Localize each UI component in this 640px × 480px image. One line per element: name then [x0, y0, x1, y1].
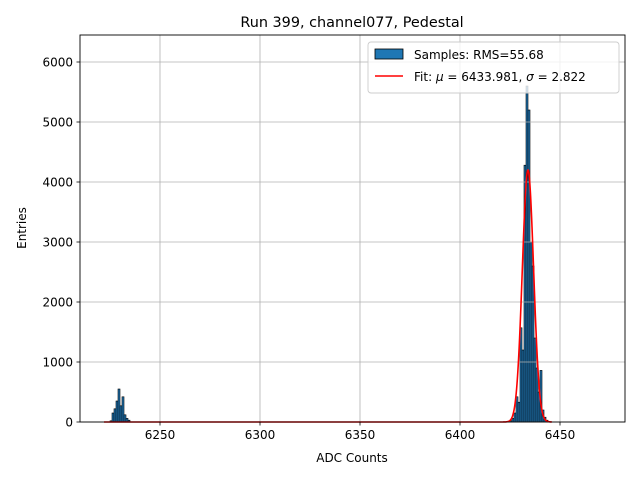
histogram-bar: [111, 412, 115, 423]
y-tick-label: 2000: [42, 296, 73, 310]
x-tick-label: 6350: [345, 428, 376, 442]
axes-frame: [79, 34, 626, 423]
grid-lines: [80, 35, 625, 423]
histogram-bar: [123, 414, 127, 423]
y-tick-label: 5000: [42, 116, 73, 130]
y-tick-label: 3000: [42, 236, 73, 250]
y-tick-label: 4000: [42, 176, 73, 190]
y-axis-label: Entries: [15, 207, 29, 249]
y-tick-label: 0: [65, 416, 73, 430]
y-tick-label: 1000: [42, 356, 73, 370]
x-tick-label: 6450: [545, 428, 576, 442]
legend-fit-label: Fit: μ = 6433.981, σ = 2.822: [414, 70, 586, 84]
y-axis-ticks: 0 1000 2000 3000 4000 5000 6000: [42, 56, 80, 430]
y-tick-label: 6000: [42, 56, 73, 70]
histogram-bars: [109, 85, 551, 423]
histogram-bar: [115, 400, 119, 423]
legend-histogram-swatch: [374, 48, 404, 60]
fit-curve: [104, 169, 552, 423]
chart-title: Run 399, channel077, Pedestal: [240, 15, 463, 31]
histogram-bar: [113, 408, 117, 423]
histogram-bar: [117, 388, 121, 423]
histogram-bar: [121, 396, 125, 423]
legend-histogram-label: Samples: RMS=55.68: [414, 48, 544, 62]
legend-box: [367, 41, 620, 94]
histogram-bar: [119, 405, 123, 423]
x-tick-label: 6250: [145, 428, 176, 442]
x-tick-label: 6300: [245, 428, 276, 442]
x-tick-label: 6400: [445, 428, 476, 442]
legend: Samples: RMS=55.68 Fit: μ = 6433.981, σ …: [367, 41, 620, 94]
x-axis-label: ADC Counts: [316, 451, 388, 465]
x-axis-ticks: 6250 6300 6350 6400 6450: [145, 422, 576, 442]
